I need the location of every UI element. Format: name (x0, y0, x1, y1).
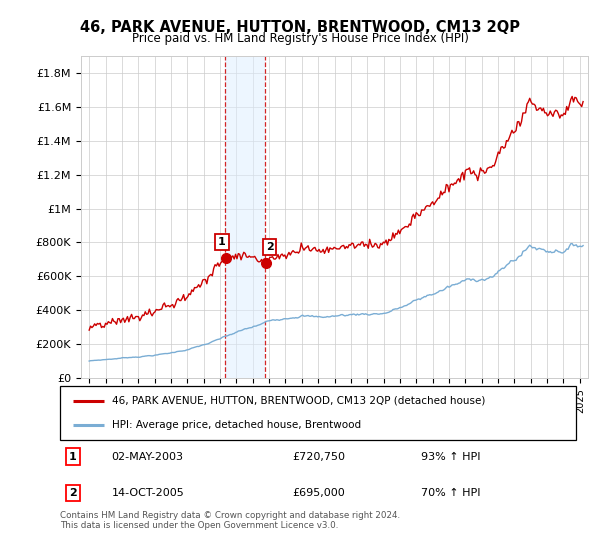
Text: 93% ↑ HPI: 93% ↑ HPI (421, 451, 481, 461)
Text: Price paid vs. HM Land Registry's House Price Index (HPI): Price paid vs. HM Land Registry's House … (131, 32, 469, 45)
Text: Contains HM Land Registry data © Crown copyright and database right 2024.
This d: Contains HM Land Registry data © Crown c… (60, 511, 400, 530)
Text: 46, PARK AVENUE, HUTTON, BRENTWOOD, CM13 2QP (detached house): 46, PARK AVENUE, HUTTON, BRENTWOOD, CM13… (112, 396, 485, 406)
Text: 14-OCT-2005: 14-OCT-2005 (112, 488, 184, 498)
Bar (226, 56, 265, 378)
Text: HPI: Average price, detached house, Brentwood: HPI: Average price, detached house, Bren… (112, 420, 361, 430)
Text: £695,000: £695,000 (292, 488, 345, 498)
Text: 46, PARK AVENUE, HUTTON, BRENTWOOD, CM13 2QP: 46, PARK AVENUE, HUTTON, BRENTWOOD, CM13… (80, 20, 520, 35)
Text: 70% ↑ HPI: 70% ↑ HPI (421, 488, 481, 498)
Text: 2: 2 (69, 488, 77, 498)
Text: 1: 1 (218, 237, 226, 247)
Text: 02-MAY-2003: 02-MAY-2003 (112, 451, 184, 461)
Text: 2: 2 (266, 242, 274, 252)
Text: 1: 1 (69, 451, 77, 461)
Text: £720,750: £720,750 (292, 451, 345, 461)
FancyBboxPatch shape (60, 386, 576, 440)
